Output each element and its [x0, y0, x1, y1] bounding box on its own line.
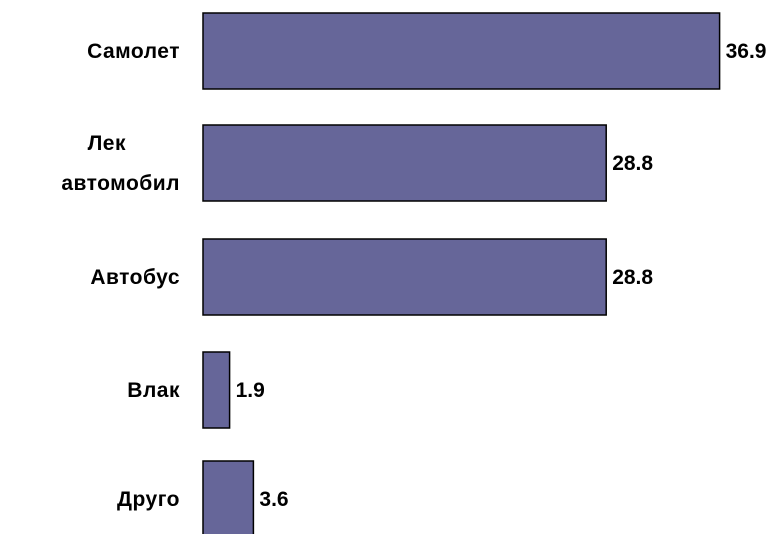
value-label-5: 3.6 [259, 488, 288, 511]
category-label-2: Лек автомобил [61, 132, 180, 195]
category-label-5: Друго [117, 488, 180, 511]
category-label-4: Влак [127, 379, 180, 402]
bar-3 [202, 238, 607, 316]
value-label-1: 36.9 [726, 40, 767, 63]
value-label-3: 28.8 [612, 266, 653, 289]
category-label-1: Самолет [87, 40, 180, 63]
category-label-3: Автобус [90, 266, 180, 289]
bar-2 [202, 124, 607, 202]
bar-4 [202, 351, 231, 429]
bar-1 [202, 12, 721, 90]
value-label-4: 1.9 [236, 379, 265, 402]
bar-5 [202, 460, 255, 534]
value-label-2: 28.8 [612, 152, 653, 175]
